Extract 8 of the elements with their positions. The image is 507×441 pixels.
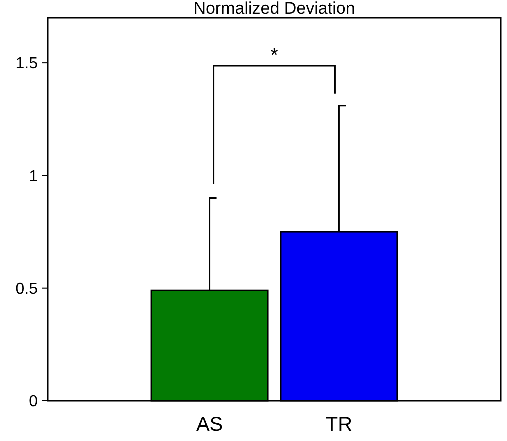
y-tick-label: 0.5 — [16, 280, 38, 298]
chart-title: Normalized Deviation — [194, 0, 356, 18]
y-tick-label: 0 — [29, 394, 38, 411]
x-tick-label: TR — [326, 414, 353, 436]
y-tick-label: 1.5 — [16, 56, 38, 73]
y-tick-label: 1 — [29, 168, 38, 186]
x-tick-label: AS — [196, 414, 224, 436]
annotation: * — [270, 45, 279, 67]
